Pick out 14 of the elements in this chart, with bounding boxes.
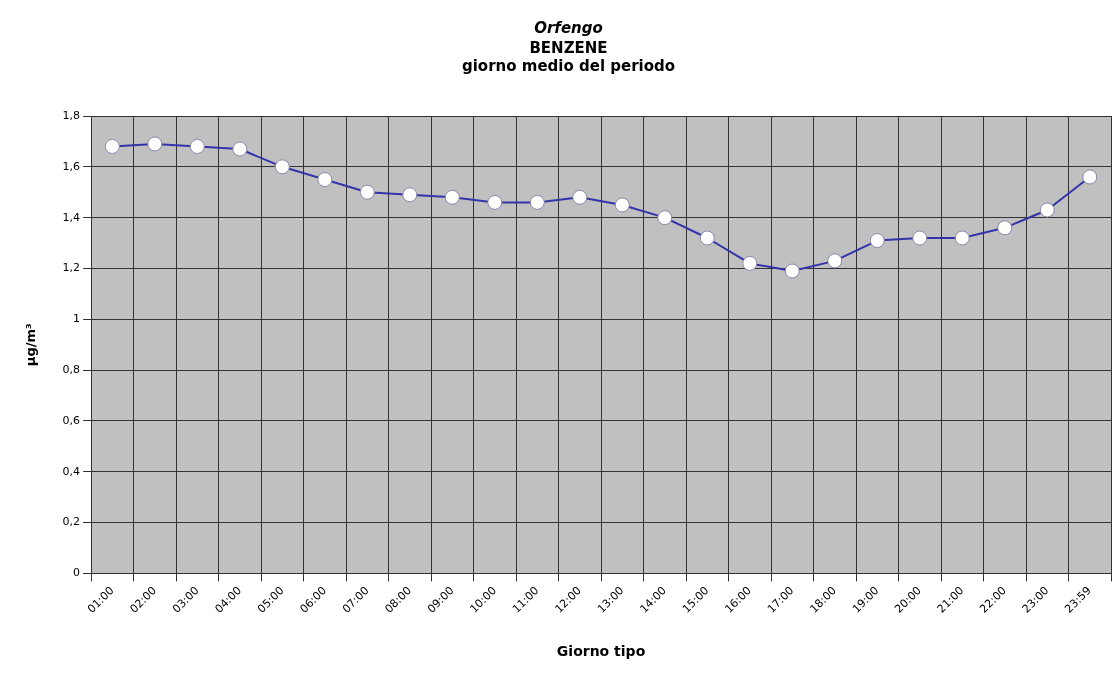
y-tick-label: 0,4 — [62, 464, 81, 478]
chart-subtitle: BENZENE giorno medio del periodo — [461, 38, 676, 75]
y-tick-label: 0 — [73, 566, 81, 580]
x-axis-title: Giorno tipo — [556, 643, 646, 660]
y-tick-label: 1,8 — [62, 108, 81, 122]
y-tick-label: 0,8 — [62, 363, 81, 376]
y-tick-label: 0,6 — [62, 413, 81, 427]
y-tick-label: 1,2 — [62, 261, 81, 275]
y-tick-label: 1,4 — [62, 210, 81, 224]
y-tick-label: 0,2 — [62, 515, 81, 529]
y-axis-title: µg/m³ — [23, 323, 39, 367]
y-tick-label: 1 — [73, 312, 81, 326]
chart-title: Orfengo — [534, 18, 603, 37]
y-tick-label: 1,6 — [62, 159, 81, 173]
